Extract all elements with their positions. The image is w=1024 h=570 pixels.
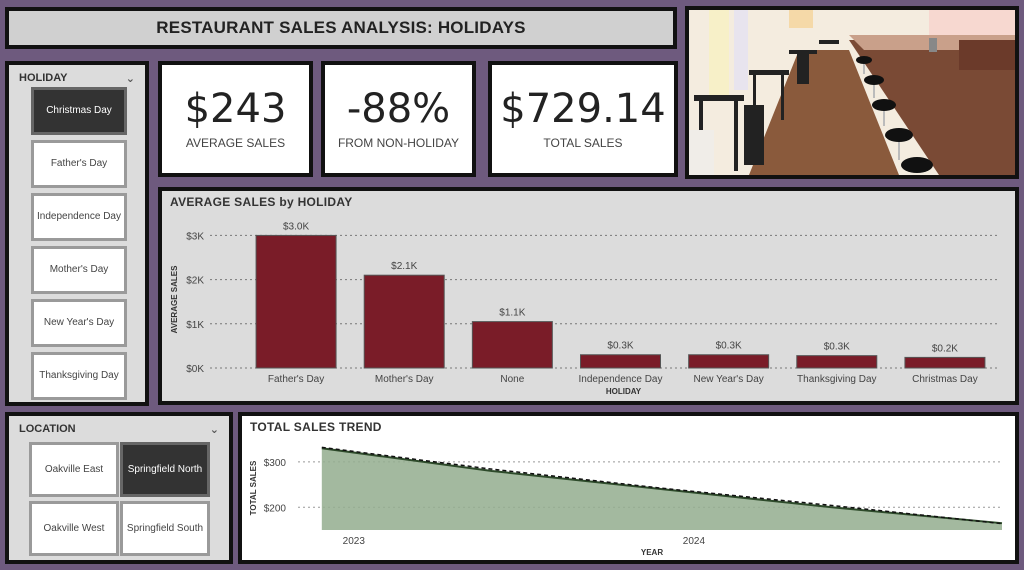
kpi-card-from-non-holiday: -88% FROM NON-HOLIDAY [321, 61, 476, 177]
location-option-oakville-east[interactable]: Oakville East [29, 442, 119, 497]
bar[interactable] [796, 355, 878, 369]
trend-x-tick-label: 2023 [343, 536, 366, 547]
bar[interactable] [255, 234, 337, 369]
location-slicer-label: LOCATION [19, 423, 76, 435]
bar-y-axis-label: AVERAGE SALES [170, 265, 179, 334]
bar-y-tick-label: $1K [186, 320, 204, 331]
bar-data-label: $2.1K [391, 261, 417, 272]
kpi-total-sales-label: TOTAL SALES [543, 136, 623, 150]
restaurant-interior-image [685, 6, 1019, 179]
holiday-slicer: HOLIDAY ⌄ Christmas Day Father's Day Ind… [5, 61, 149, 406]
location-slicer: LOCATION ⌄ Oakville East Springfield Nor… [5, 412, 233, 564]
holiday-option-new-years-day[interactable]: New Year's Day [31, 299, 127, 347]
bar-x-tick-label: Christmas Day [912, 374, 978, 385]
bar-x-tick-label: None [500, 374, 524, 385]
location-slicer-header[interactable]: LOCATION ⌄ [19, 420, 219, 438]
holiday-option-fathers-day[interactable]: Father's Day [31, 140, 127, 188]
bar-data-label: $0.3K [607, 341, 633, 352]
holiday-option-independence-day[interactable]: Independence Day [31, 193, 127, 241]
kpi-average-sales-label: AVERAGE SALES [185, 136, 286, 150]
kpi-average-sales-value: $243 [184, 86, 287, 132]
restaurant-interior-illustration [689, 10, 1015, 175]
bar-y-tick-label: $2K [186, 276, 204, 287]
dashboard-title-bar: RESTAURANT SALES ANALYSIS: HOLIDAYS [5, 7, 677, 49]
dashboard-title: RESTAURANT SALES ANALYSIS: HOLIDAYS [156, 18, 526, 37]
location-option-springfield-south[interactable]: Springfield South [120, 501, 210, 556]
kpi-card-total-sales: $729.14 TOTAL SALES [488, 61, 678, 177]
kpi-total-sales-value: $729.14 [500, 86, 666, 132]
location-option-springfield-north[interactable]: Springfield North [120, 442, 210, 497]
bar-x-tick-label: New Year's Day [694, 374, 764, 385]
bar-y-tick-label: $0K [186, 364, 204, 375]
bar[interactable] [580, 354, 661, 369]
bar[interactable] [471, 321, 553, 369]
bar[interactable] [363, 274, 445, 369]
trend-dashed-line [321, 446, 1003, 525]
total-sales-trend-chart: TOTAL SALES TREND $200 $300 2023 2024 YEAR TO… [238, 412, 1019, 564]
bar-data-label: $1.1K [499, 308, 525, 319]
bar-y-tick-label: $3K [186, 231, 204, 242]
bar-x-tick-label: Father's Day [268, 374, 324, 385]
trend-x-tick-label: 2024 [683, 536, 706, 547]
trend-chart-svg: $200 $300 2023 2024 YEAR TOTAL SALES [249, 446, 1003, 557]
chevron-down-icon[interactable]: ⌄ [125, 72, 135, 85]
holiday-slicer-header[interactable]: HOLIDAY ⌄ [19, 69, 135, 87]
bar-chart-title: AVERAGE SALES by HOLIDAY [170, 195, 353, 209]
kpi-card-average-sales: $243 AVERAGE SALES [158, 61, 313, 177]
trend-line[interactable] [321, 447, 1003, 525]
bar-data-label: $0.2K [932, 343, 958, 354]
bar-data-label: $0.3K [824, 342, 850, 353]
holiday-option-thanksgiving-day[interactable]: Thanksgiving Day [31, 352, 127, 400]
bar[interactable] [688, 354, 770, 369]
bar-x-tick-label: Mother's Day [375, 374, 434, 385]
holiday-slicer-label: HOLIDAY [19, 72, 68, 84]
bar[interactable] [904, 356, 986, 369]
bar-x-axis-label: HOLIDAY [606, 387, 642, 396]
average-sales-by-holiday-chart: AVERAGE SALES by HOLIDAY $0K $1K $2K $3K $3.… [158, 187, 1019, 405]
kpi-from-non-holiday-label: FROM NON-HOLIDAY [337, 136, 460, 150]
location-option-oakville-west[interactable]: Oakville West [29, 501, 119, 556]
bar-chart-svg: $0K $1K $2K $3K $3.0K Father's Day $2.1K Mother… [170, 221, 997, 396]
chevron-down-icon[interactable]: ⌄ [209, 423, 219, 436]
bar-x-tick-label: Thanksgiving Day [797, 374, 876, 385]
trend-y-tick-label: $300 [264, 458, 287, 469]
kpi-from-non-holiday-value: -88% [346, 86, 451, 132]
trend-x-axis-label: YEAR [641, 548, 663, 557]
trend-y-tick-label: $200 [264, 503, 287, 514]
holiday-option-mothers-day[interactable]: Mother's Day [31, 246, 127, 294]
bar-data-label: $0.3K [716, 341, 742, 352]
bar-x-tick-label: Independence Day [579, 374, 663, 385]
holiday-option-christmas-day[interactable]: Christmas Day [31, 87, 127, 135]
bar-data-label: $3.0K [283, 221, 309, 232]
trend-chart-title: TOTAL SALES TREND [250, 420, 382, 434]
trend-y-axis-label: TOTAL SALES [249, 460, 258, 515]
